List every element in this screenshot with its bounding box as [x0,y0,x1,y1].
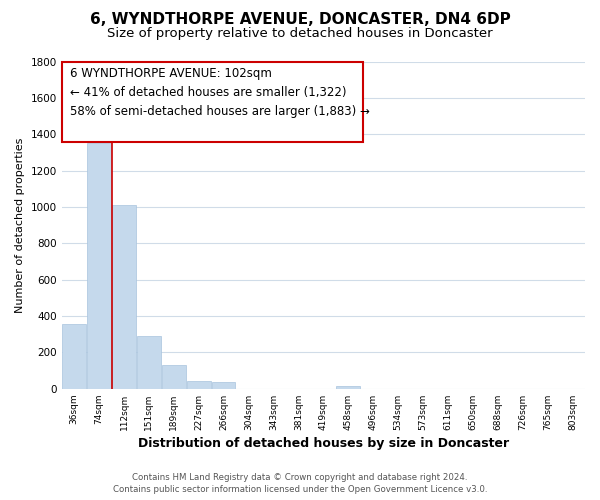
Text: Contains HM Land Registry data © Crown copyright and database right 2024.
Contai: Contains HM Land Registry data © Crown c… [113,472,487,494]
Bar [162,365,185,389]
Y-axis label: Number of detached properties: Number of detached properties [15,138,25,313]
Text: Size of property relative to detached houses in Doncaster: Size of property relative to detached ho… [107,28,493,40]
X-axis label: Distribution of detached houses by size in Doncaster: Distribution of detached houses by size … [138,437,509,450]
Bar [87,144,111,389]
Bar [337,386,360,389]
Bar [112,205,136,389]
Bar [62,324,86,389]
Text: 6, WYNDTHORPE AVENUE, DONCASTER, DN4 6DP: 6, WYNDTHORPE AVENUE, DONCASTER, DN4 6DP [89,12,511,28]
Bar [187,381,211,389]
Bar [137,336,161,389]
Bar [212,382,235,389]
FancyBboxPatch shape [62,62,362,142]
Text: 6 WYNDTHORPE AVENUE: 102sqm
← 41% of detached houses are smaller (1,322)
58% of : 6 WYNDTHORPE AVENUE: 102sqm ← 41% of det… [70,68,370,118]
